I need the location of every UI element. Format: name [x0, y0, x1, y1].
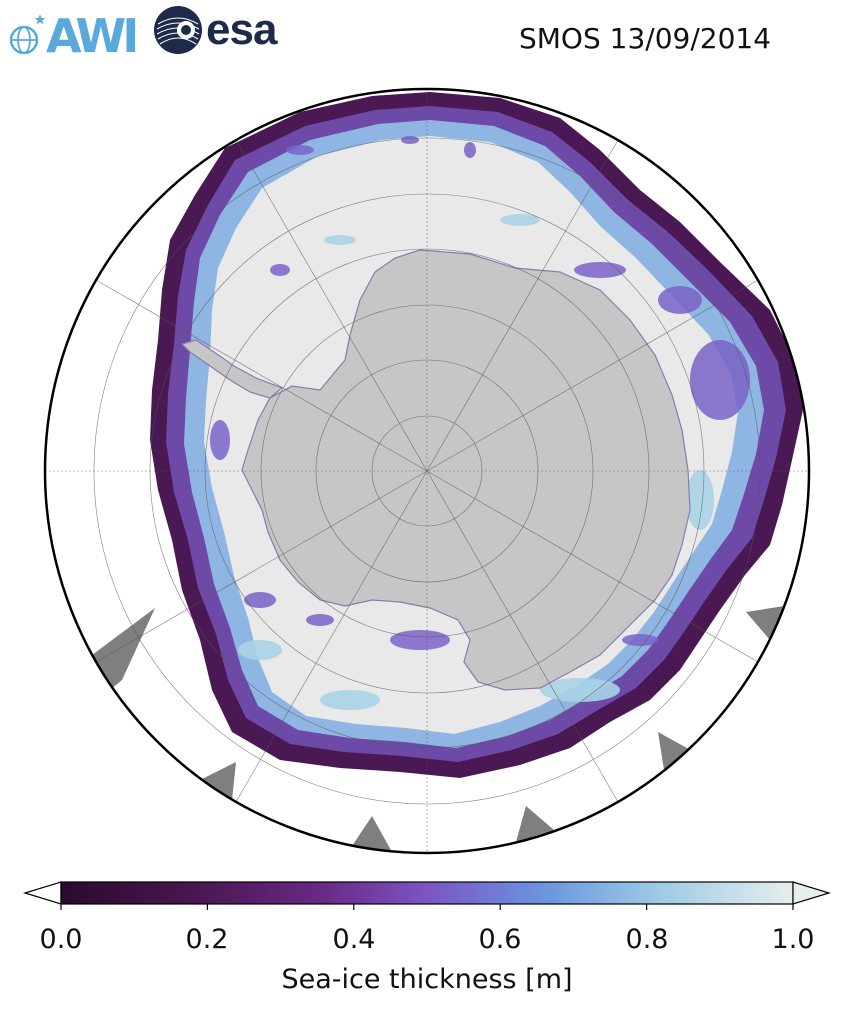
awi-logo-text: AWI — [46, 9, 139, 63]
esa-emblem-icon — [154, 6, 202, 54]
antarctic-peninsula — [180, 339, 284, 399]
colorbar-gradient — [60, 881, 794, 905]
colorbar-min-extend — [22, 881, 62, 905]
esa-logo-text: esa — [206, 5, 277, 54]
logo-area: AWI — [6, 6, 139, 66]
colorbar-tick-label: 0.2 — [185, 924, 229, 955]
light-ice-patches — [238, 214, 714, 710]
colorbar-tick-label: 0.6 — [478, 924, 522, 955]
colorbar-tick-label: 0.8 — [625, 924, 669, 955]
colorbar-max-extend — [792, 881, 832, 905]
map-boundary — [43, 87, 811, 855]
awi-logo: AWI — [6, 9, 139, 63]
thin-ice-patches — [210, 136, 750, 650]
colorbar-ticks — [60, 904, 794, 910]
antarctica-landmass — [241, 249, 691, 691]
colorbar — [22, 881, 832, 910]
colorbar-label: Sea-ice thickness [m] — [281, 964, 573, 995]
awi-globe-icon — [9, 14, 46, 55]
colorbar-tick-label: 1.0 — [771, 924, 815, 955]
sea-ice-map — [43, 87, 811, 855]
colorbar-tick-label: 0.4 — [332, 924, 376, 955]
graticule — [45, 89, 809, 853]
esa-logo: esa — [152, 4, 277, 56]
colorbar-tick-label: 0.0 — [39, 924, 83, 955]
map-title: SMOS 13/09/2014 — [519, 22, 772, 55]
no-data-wedges — [92, 606, 784, 852]
